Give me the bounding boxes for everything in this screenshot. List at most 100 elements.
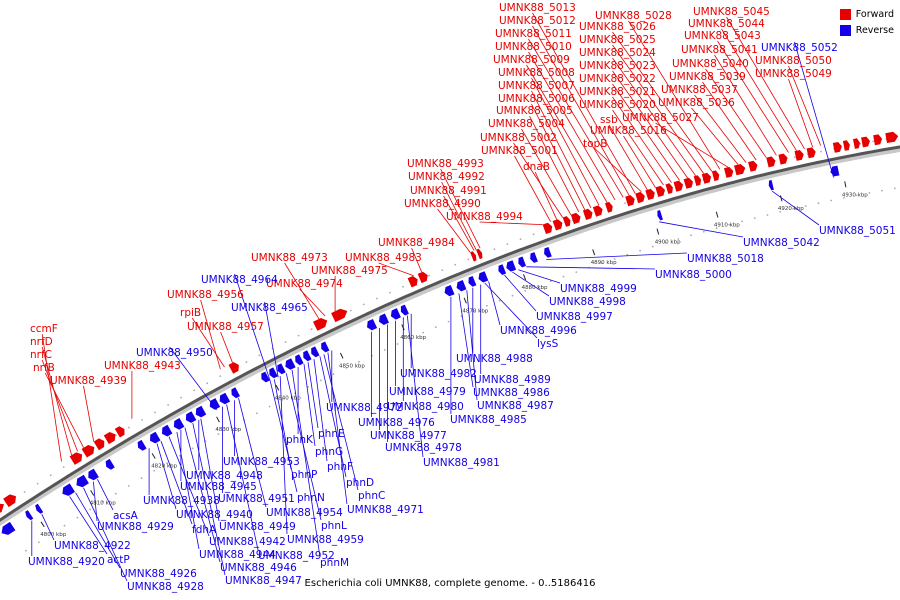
forward-gene-label: UMNK88_5037 bbox=[661, 84, 738, 96]
lower-guide-dot bbox=[792, 208, 794, 210]
forward-leader bbox=[531, 77, 600, 206]
forward-gene bbox=[693, 175, 702, 186]
reverse-gene-label: UMNK88_4947 bbox=[225, 575, 302, 587]
reverse-gene bbox=[400, 304, 409, 316]
lower-guide-dot bbox=[447, 320, 450, 323]
upper-guide-dot bbox=[402, 285, 404, 288]
lower-guide-dot bbox=[63, 524, 66, 527]
reverse-gene-label: phnF bbox=[327, 461, 353, 473]
forward-leader bbox=[443, 195, 475, 251]
forward-gene-label: UMNK88_5043 bbox=[684, 30, 761, 42]
upper-guide-dot bbox=[193, 389, 196, 392]
lower-guide-dot bbox=[422, 331, 424, 334]
lower-guide-dot bbox=[166, 462, 169, 464]
tick-label: 4800 kbp bbox=[40, 532, 66, 538]
tick-mark bbox=[275, 384, 280, 391]
lower-guide-dot bbox=[38, 541, 40, 544]
lower-guide-dot bbox=[114, 492, 117, 495]
upper-guide-dot bbox=[467, 258, 470, 261]
tick-mark bbox=[40, 521, 45, 528]
reverse-gene bbox=[277, 363, 286, 375]
forward-leader bbox=[514, 155, 551, 222]
reverse-leader bbox=[156, 443, 177, 510]
reverse-gene bbox=[162, 424, 173, 437]
reverse-leader bbox=[319, 356, 347, 478]
forward-leader bbox=[378, 262, 414, 277]
forward-leader bbox=[788, 65, 822, 146]
forward-gene bbox=[592, 205, 603, 217]
reverse-gene-label: UMNK88_4940 bbox=[176, 509, 253, 521]
reverse-leader bbox=[238, 398, 267, 508]
upper-guide-dot bbox=[793, 156, 796, 159]
reverse-gene bbox=[231, 387, 240, 399]
forward-gene bbox=[635, 191, 645, 204]
lower-guide-dot bbox=[893, 187, 896, 190]
lower-guide-dot bbox=[268, 405, 271, 408]
lower-guide-dot bbox=[741, 220, 743, 223]
reverse-gene bbox=[518, 256, 526, 268]
upper-guide-dot bbox=[23, 491, 26, 493]
upper-guide-dot bbox=[310, 328, 313, 331]
upper-guide-dot bbox=[624, 202, 626, 205]
forward-gene-label: UMNK88_4973 bbox=[251, 252, 328, 264]
lower-guide-dot bbox=[766, 214, 769, 216]
upper-guide-dot bbox=[245, 361, 248, 364]
upper-guide-dot bbox=[493, 248, 496, 251]
forward-gene-label: ccmF bbox=[30, 323, 58, 335]
reverse-gene-label: phnC bbox=[358, 490, 385, 502]
reverse-leader bbox=[518, 269, 561, 284]
lower-guide-dot bbox=[804, 205, 807, 207]
forward-gene-label: UMNK88_5020 bbox=[579, 99, 656, 111]
reverse-leader bbox=[264, 301, 279, 378]
reverse-gene-label: UMNK88_5000 bbox=[655, 269, 732, 281]
upper-guide-dot bbox=[49, 474, 52, 477]
forward-gene-label: rpiB bbox=[180, 307, 201, 319]
forward-gene-label: UMNK88_5022 bbox=[579, 73, 656, 85]
reverse-gene-label: UMNK88_4954 bbox=[266, 507, 343, 519]
upper-guide-dot bbox=[127, 426, 130, 429]
forward-leader bbox=[534, 171, 558, 220]
upper-guide-dot bbox=[180, 396, 183, 399]
forward-gene bbox=[734, 164, 746, 176]
lower-guide-dot bbox=[626, 253, 629, 256]
tick-mark bbox=[90, 490, 95, 496]
forward-gene bbox=[69, 452, 83, 465]
reverse-leader bbox=[458, 293, 474, 388]
lower-guide-dot bbox=[677, 238, 680, 240]
lower-guide-dot bbox=[779, 211, 782, 213]
forward-gene-label: UMNK88_5011 bbox=[495, 28, 572, 40]
forward-leader bbox=[44, 372, 84, 448]
tick-mark bbox=[463, 297, 467, 304]
reverse-leader bbox=[226, 404, 259, 551]
forward-leader bbox=[612, 57, 697, 177]
lower-guide-dot bbox=[537, 285, 539, 287]
upper-guide-dot bbox=[362, 303, 365, 306]
reverse-gene-label: UMNK88_4972 bbox=[326, 402, 403, 414]
lower-guide-dot bbox=[753, 217, 756, 220]
forward-leader bbox=[612, 70, 689, 179]
forward-leader bbox=[702, 81, 757, 161]
upper-guide-dot bbox=[219, 375, 222, 377]
forward-gene-label: UMNK88_5040 bbox=[672, 58, 749, 70]
forward-leader bbox=[299, 288, 326, 317]
forward-gene bbox=[331, 308, 348, 323]
forward-gene-label: UMNK88_5049 bbox=[755, 68, 832, 80]
forward-leader bbox=[623, 135, 656, 188]
forward-leader bbox=[717, 40, 789, 153]
reverse-gene-label: UMNK88_5051 bbox=[819, 225, 896, 237]
lower-guide-dot bbox=[881, 189, 883, 192]
reverse-leader bbox=[526, 266, 656, 270]
lower-guide-dot bbox=[332, 373, 335, 375]
reverse-gene bbox=[544, 247, 552, 258]
reverse-gene bbox=[209, 398, 221, 410]
lower-guide-dot bbox=[127, 485, 130, 487]
lower-guide-dot bbox=[728, 223, 731, 226]
forward-gene bbox=[748, 160, 758, 172]
reverse-gene-label: UMNK88_4942 bbox=[209, 536, 286, 548]
reverse-gene-label: lysS bbox=[537, 338, 559, 350]
forward-gene-label: UMNK88_5001 bbox=[481, 145, 558, 157]
upper-guide-dot bbox=[441, 269, 444, 271]
lower-guide-dot bbox=[575, 271, 578, 273]
forward-gene bbox=[673, 180, 683, 192]
